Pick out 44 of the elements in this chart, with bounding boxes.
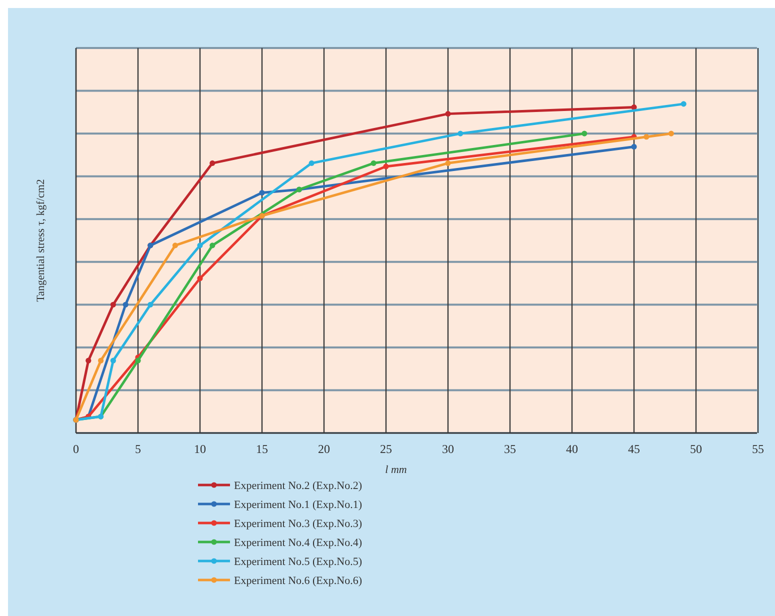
x-tick-label: 55 [752, 442, 764, 456]
x-tick-label: 50 [690, 442, 702, 456]
point [259, 190, 265, 196]
x-tick-label: 35 [504, 442, 516, 456]
point [86, 358, 92, 364]
legend-label: Experiment No.2 (Exp.No.2) [234, 480, 362, 492]
point [370, 160, 376, 166]
point [210, 242, 216, 248]
legend-label: Experiment No.1 (Exp.No.1) [234, 499, 362, 511]
point [445, 111, 451, 117]
point [110, 302, 116, 308]
point [680, 101, 686, 107]
x-tick-label: 40 [566, 442, 578, 456]
legend-label: Experiment No.4 (Exp.No.4) [234, 537, 362, 549]
x-axis-title: l mm [385, 464, 407, 476]
point [458, 130, 464, 136]
point [582, 130, 588, 136]
legend-label: Experiment No.6 (Exp.No.6) [234, 575, 362, 587]
x-tick-label: 0 [73, 442, 79, 456]
y-axis-title: Tangential stress τ, kgf/cm2 [35, 179, 47, 302]
x-tick-label: 20 [318, 442, 330, 456]
legend-label: Experiment No.5 (Exp.No.5) [234, 556, 362, 568]
point [668, 130, 674, 136]
point [172, 242, 178, 248]
x-tick-label: 10 [194, 442, 206, 456]
legend-label: Experiment No.3 (Exp.No.3) [234, 518, 362, 530]
x-tick-label: 25 [380, 442, 392, 456]
point [210, 160, 216, 166]
point [445, 160, 451, 166]
x-tick-label: 45 [628, 442, 640, 456]
point [122, 302, 128, 308]
point [197, 276, 203, 282]
point [197, 242, 203, 248]
point [110, 358, 116, 364]
point [644, 134, 650, 140]
x-tick-label: 5 [135, 442, 141, 456]
point [148, 302, 154, 308]
x-tick-label: 30 [442, 442, 454, 456]
point [135, 358, 141, 364]
point [98, 358, 104, 364]
point [631, 144, 637, 150]
x-tick-label: 15 [256, 442, 268, 456]
point [383, 164, 389, 170]
point [308, 160, 314, 166]
